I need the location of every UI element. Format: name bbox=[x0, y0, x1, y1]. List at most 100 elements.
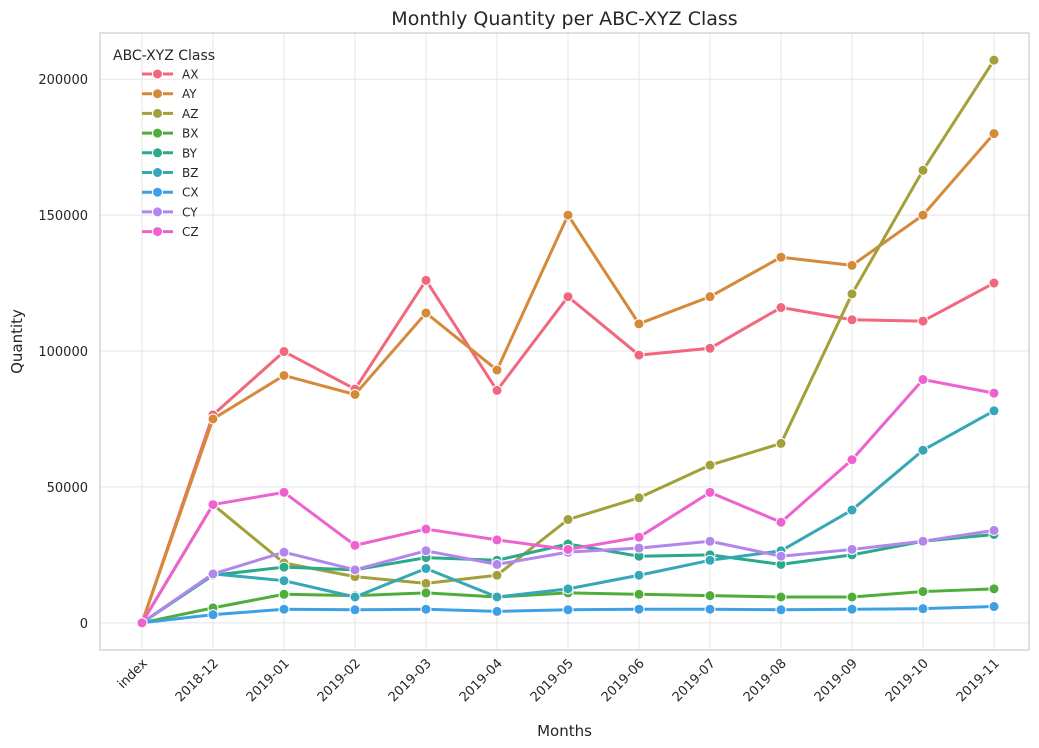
data-point bbox=[633, 492, 645, 504]
data-point bbox=[775, 604, 787, 616]
data-point bbox=[420, 523, 432, 535]
data-point bbox=[207, 568, 219, 580]
x-tick-label: 2019-11 bbox=[954, 656, 1003, 705]
data-point bbox=[704, 590, 716, 602]
data-point bbox=[349, 389, 361, 401]
data-point bbox=[846, 314, 858, 326]
y-tick-label: 150000 bbox=[38, 209, 88, 224]
legend-label: CY bbox=[182, 205, 198, 219]
data-point bbox=[917, 603, 929, 615]
data-point bbox=[917, 535, 929, 547]
data-point bbox=[278, 603, 290, 615]
data-point bbox=[988, 405, 1000, 417]
data-point bbox=[988, 583, 1000, 595]
grid bbox=[100, 33, 1029, 650]
data-point bbox=[207, 413, 219, 425]
data-point bbox=[491, 534, 503, 546]
data-point bbox=[420, 562, 432, 574]
data-point bbox=[917, 164, 929, 176]
x-tick-label: 2019-10 bbox=[883, 656, 932, 705]
x-tick-label: 2019-01 bbox=[244, 656, 293, 705]
plot-frame bbox=[99, 32, 1030, 651]
legend-label: AZ bbox=[182, 107, 198, 121]
data-point bbox=[775, 591, 787, 603]
data-point bbox=[917, 586, 929, 598]
data-point bbox=[562, 543, 574, 555]
data-point bbox=[988, 387, 1000, 399]
data-point bbox=[491, 558, 503, 570]
x-tick-label: index bbox=[115, 656, 151, 692]
data-point bbox=[278, 486, 290, 498]
data-point bbox=[988, 524, 1000, 536]
data-point bbox=[633, 542, 645, 554]
chart-title: Monthly Quantity per ABC-XYZ Class bbox=[391, 8, 737, 30]
x-tick-label: 2019-04 bbox=[457, 656, 506, 705]
data-point bbox=[846, 454, 858, 466]
data-point bbox=[349, 604, 361, 616]
legend-title: ABC-XYZ Class bbox=[113, 48, 215, 64]
legend-label: BX bbox=[182, 127, 198, 141]
data-point bbox=[562, 514, 574, 526]
legend-label: BY bbox=[182, 146, 198, 160]
y-tick-label: 0 bbox=[80, 617, 88, 632]
legend-swatch-marker bbox=[152, 147, 163, 159]
data-point bbox=[917, 374, 929, 386]
y-axis-label: Quantity bbox=[8, 309, 26, 374]
data-point bbox=[278, 588, 290, 600]
data-point bbox=[704, 459, 716, 471]
data-point bbox=[207, 609, 219, 621]
data-point bbox=[988, 601, 1000, 613]
data-point bbox=[846, 591, 858, 603]
data-point bbox=[349, 591, 361, 603]
series-cz bbox=[136, 374, 1000, 629]
legend-swatch-marker bbox=[152, 186, 163, 198]
data-point bbox=[704, 342, 716, 354]
legend-swatch-marker bbox=[152, 88, 163, 100]
data-point bbox=[846, 259, 858, 271]
data-point bbox=[491, 569, 503, 581]
legend-swatch-marker bbox=[152, 107, 163, 119]
data-point bbox=[278, 346, 290, 358]
data-point bbox=[846, 288, 858, 300]
x-tick-label: 2019-05 bbox=[528, 656, 577, 705]
data-point bbox=[491, 364, 503, 376]
y-tick-label: 200000 bbox=[38, 73, 88, 88]
data-point bbox=[562, 291, 574, 303]
x-tick-label: 2018-12 bbox=[173, 656, 222, 705]
y-tick-label: 50000 bbox=[47, 481, 88, 496]
data-point bbox=[775, 302, 787, 314]
data-point bbox=[349, 564, 361, 576]
data-point bbox=[491, 605, 503, 617]
data-point bbox=[633, 569, 645, 581]
data-point bbox=[562, 583, 574, 595]
data-point bbox=[278, 369, 290, 381]
legend: ABC-XYZ Class AX AY AZ BX BY BZ CX CY CZ bbox=[113, 48, 215, 239]
data-point bbox=[420, 545, 432, 557]
legend-label: CZ bbox=[182, 225, 199, 239]
legend-swatch-marker bbox=[152, 206, 163, 218]
x-tick-label: 2019-03 bbox=[386, 656, 435, 705]
data-point bbox=[917, 444, 929, 456]
legend-label: AX bbox=[182, 68, 198, 82]
data-point bbox=[775, 251, 787, 263]
data-point bbox=[491, 591, 503, 603]
legend-swatch-marker bbox=[152, 167, 163, 178]
data-point bbox=[633, 603, 645, 615]
data-point bbox=[704, 603, 716, 615]
x-tick-label: 2019-02 bbox=[315, 656, 364, 705]
data-point bbox=[846, 543, 858, 555]
data-point bbox=[988, 277, 1000, 289]
data-point bbox=[704, 554, 716, 566]
data-point bbox=[846, 603, 858, 615]
data-point bbox=[420, 307, 432, 319]
data-point bbox=[136, 617, 148, 629]
data-point bbox=[278, 561, 290, 573]
data-point bbox=[207, 499, 219, 511]
data-point bbox=[420, 577, 432, 589]
data-point bbox=[988, 128, 1000, 140]
series-ax bbox=[136, 274, 1000, 629]
data-point bbox=[633, 531, 645, 543]
x-tick-label: 2019-07 bbox=[670, 656, 719, 705]
data-point bbox=[491, 384, 503, 396]
